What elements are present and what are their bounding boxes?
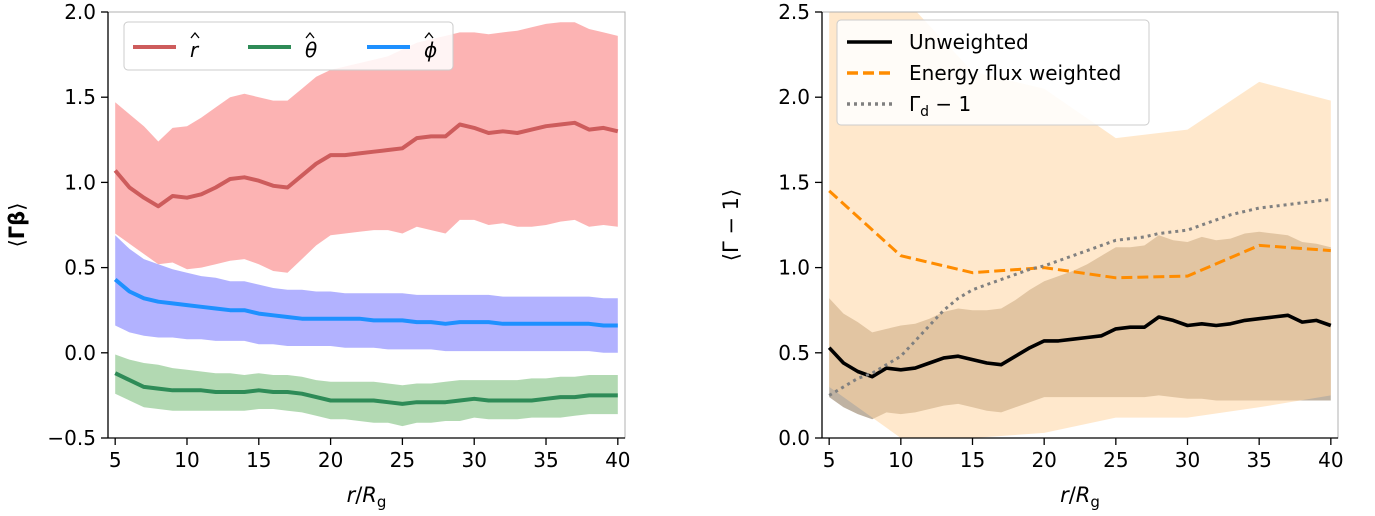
x-axis-label: r/Rg [347, 483, 387, 511]
y-tick-label: 1.0 [778, 256, 810, 280]
series-line-1 [113, 120, 619, 209]
chart-1: 5 10 15 20 25 30 35 40 −0.5 0.0 0.5 1.0 1.5 2.0 r/Rg ⟨Γ… [5, 0, 631, 511]
legend-label-2-hat [305, 31, 315, 39]
legend-label-3: Γd − 1 [909, 92, 971, 120]
y-axis-label: ⟨Γ − 1⟩ [719, 189, 743, 261]
x-tick-label: 35 [1246, 448, 1271, 472]
series-line-3 [113, 277, 618, 328]
series-line-2 [828, 189, 1331, 280]
x-tick-label: 10 [888, 448, 913, 472]
y-tick-label: 1.5 [778, 170, 810, 194]
series-line-1 [827, 313, 1332, 379]
legend-label-1-hat [190, 31, 200, 39]
y-tick-label: 2.5 [778, 0, 810, 24]
x-axis-label: r/Rg [1060, 483, 1100, 511]
x-tick-label: 40 [1318, 448, 1343, 472]
series-line-2 [114, 371, 618, 406]
x-tick-label: 35 [533, 448, 558, 472]
x-tick-label: 25 [390, 448, 415, 472]
y-tick-label: 0.5 [778, 341, 810, 365]
legend-label-2: θ [305, 38, 317, 62]
y-tick-label: 1.5 [64, 85, 96, 109]
plot-area [113, 22, 619, 427]
band-1 [115, 22, 618, 273]
y-tick-label: 2.0 [64, 0, 96, 24]
x-tick-label: 15 [960, 448, 985, 472]
x-tick-label: 30 [461, 448, 486, 472]
x-tick-label: 20 [318, 448, 343, 472]
chart-2: 5 10 15 20 25 30 35 40 0.0 0.5 1.0 1.5 2.0 2.5 r/Rg ⟨Γ … [719, 0, 1344, 511]
y-tick-label: 0.0 [778, 426, 810, 450]
y-tick-label: 0.5 [64, 256, 96, 280]
y-axis-label: ⟨Γβ⟩ [5, 203, 29, 248]
x-tick-label: 20 [1031, 448, 1056, 472]
legend-label-3: ϕ [424, 38, 437, 62]
series-line-3 [828, 197, 1331, 397]
x-tick-label: 5 [823, 448, 836, 472]
y-tick-label: −0.5 [47, 426, 96, 450]
x-tick-label: 40 [605, 448, 630, 472]
y-tick-label: 1.0 [64, 170, 96, 194]
x-tick-label: 15 [246, 448, 271, 472]
legend-label-2: Energy flux weighted [909, 61, 1121, 85]
legend: Unweighted Energy flux weighted Γd − 1 [836, 19, 1150, 126]
legend-label-3-hat [424, 31, 434, 39]
legend-label-1: r [190, 38, 200, 62]
band-2 [115, 354, 618, 427]
x-tick-label: 25 [1103, 448, 1128, 472]
y-tick-label: 0.0 [64, 341, 96, 365]
x-tick-label: 30 [1175, 448, 1200, 472]
legend-frame [836, 19, 1150, 126]
legend-label-1: Unweighted [909, 30, 1029, 54]
x-tick-label: 5 [109, 448, 122, 472]
x-tick-label: 10 [174, 448, 199, 472]
y-tick-label: 2.0 [778, 85, 810, 109]
